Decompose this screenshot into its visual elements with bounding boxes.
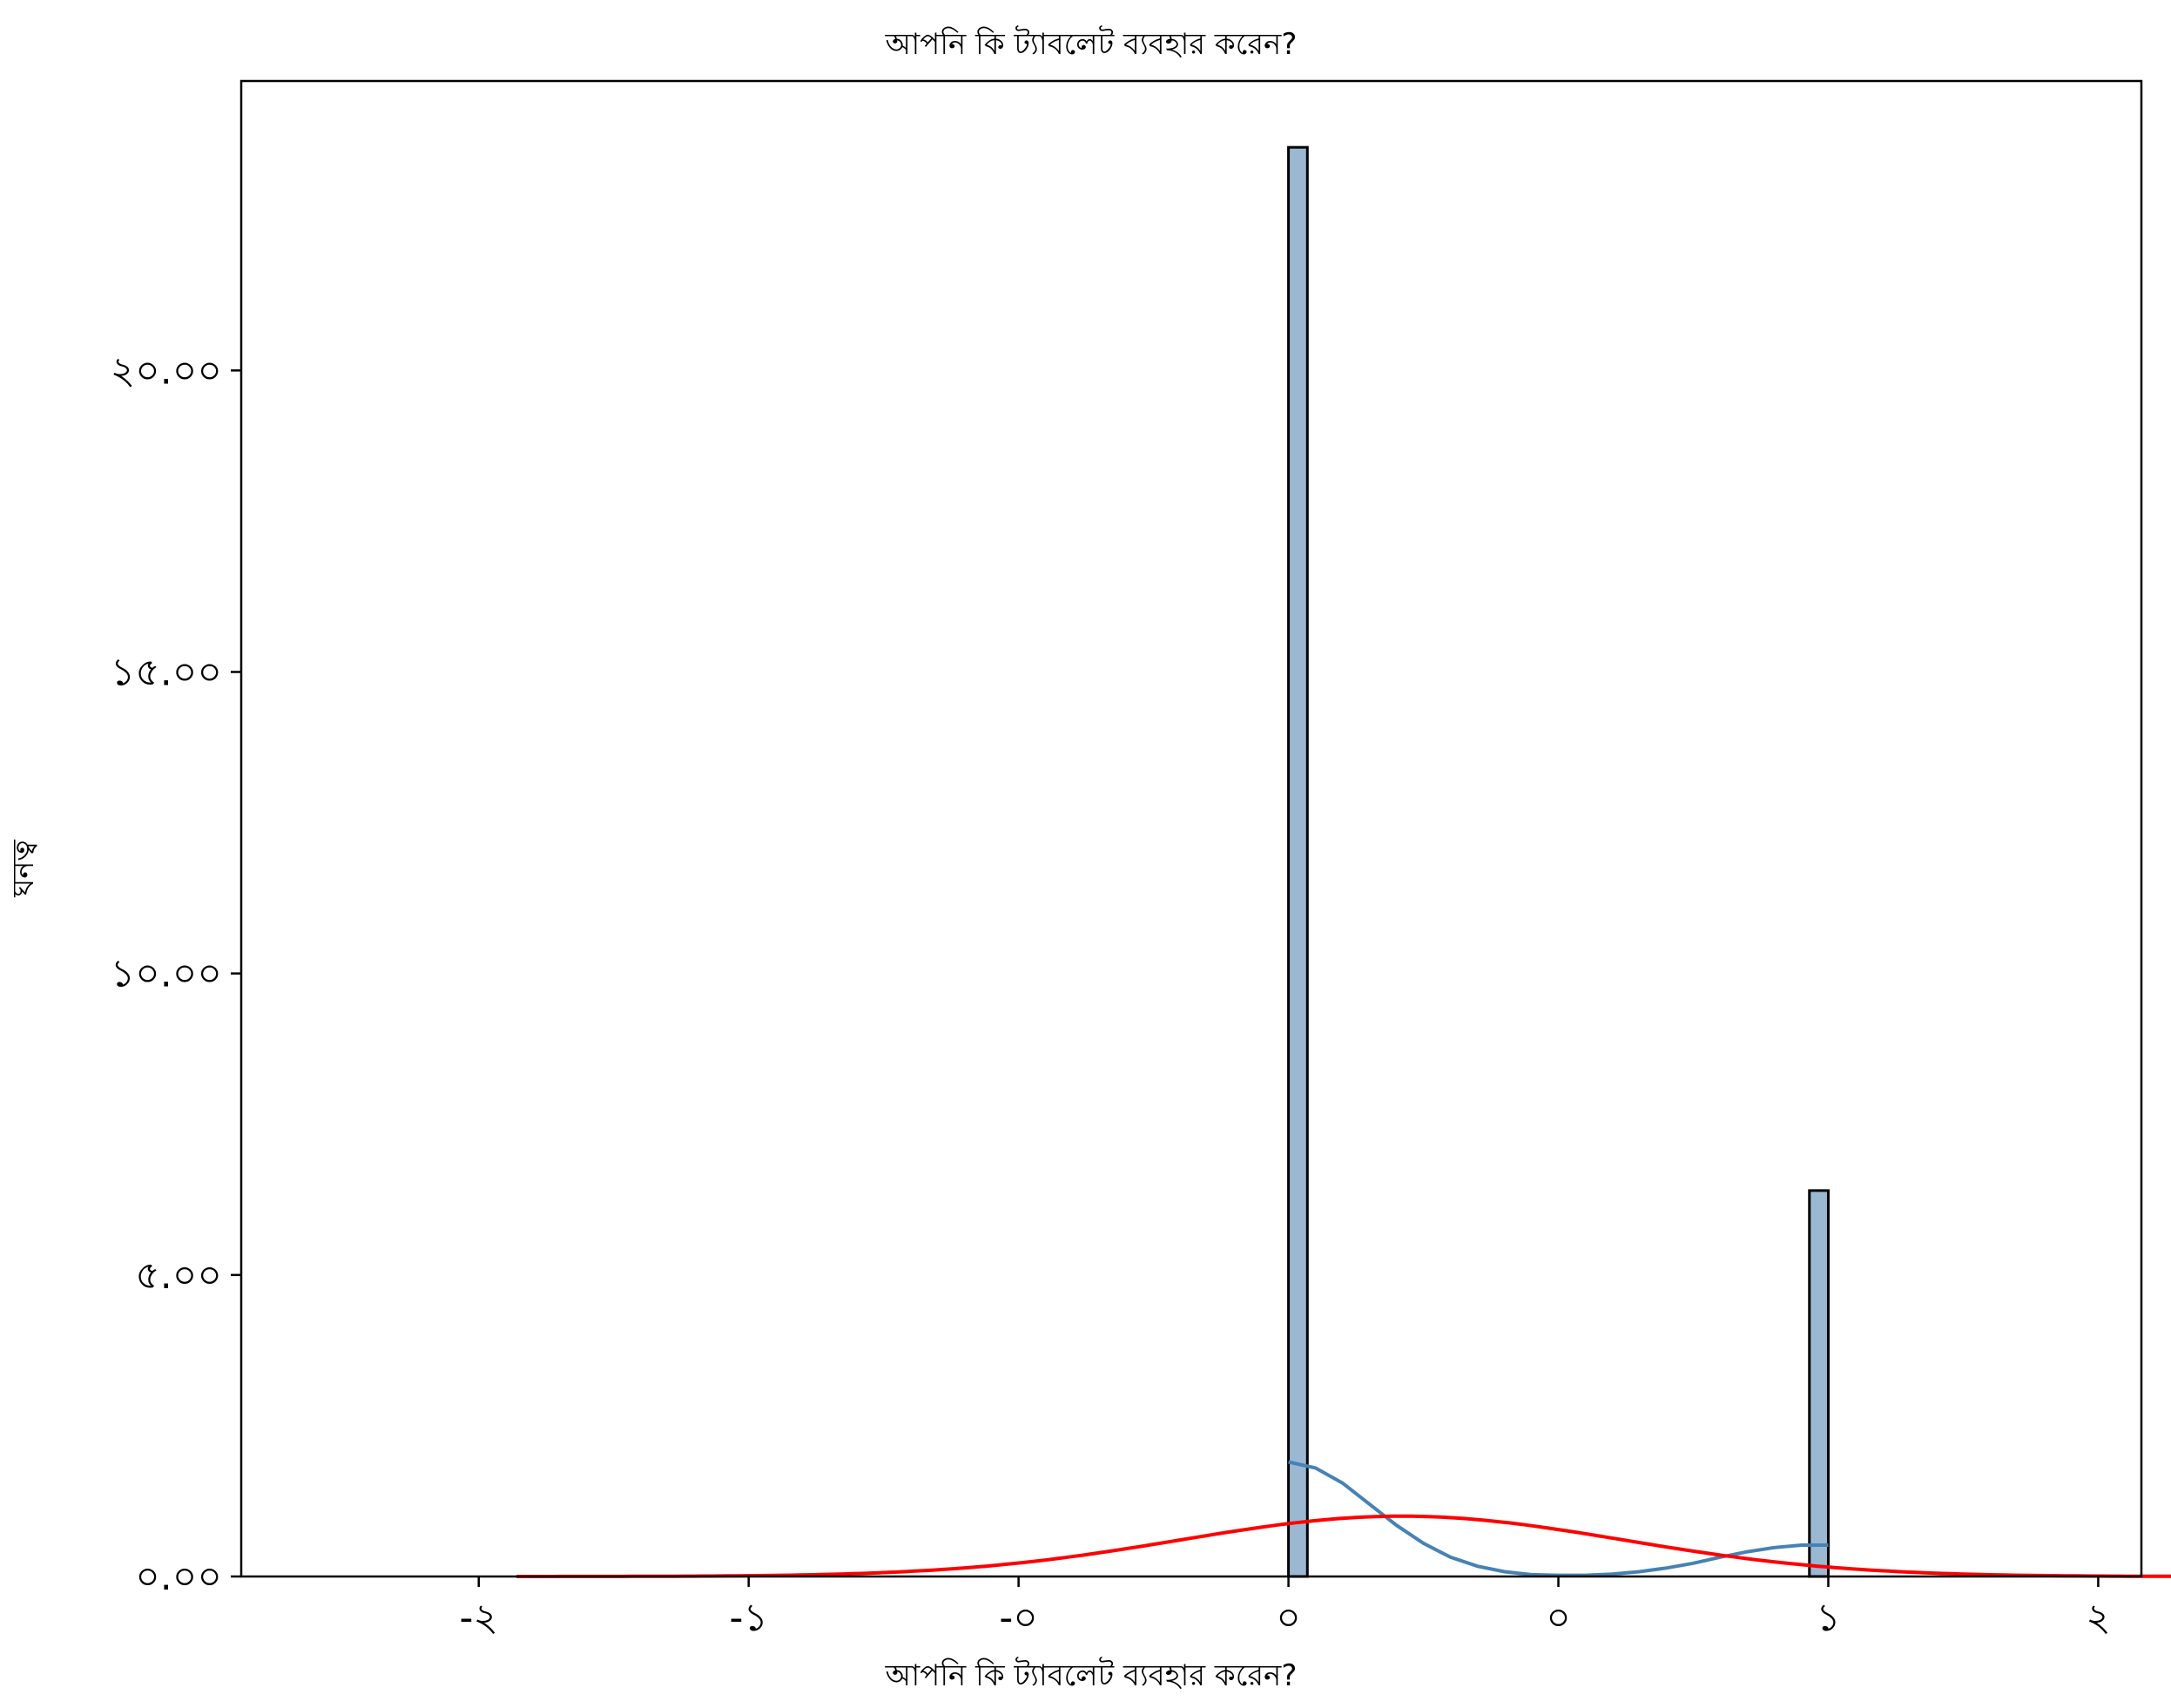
y-tick-label-1: ৫.০০ [135,1253,222,1298]
histogram-bar-1 [1808,1189,1830,1578]
x-tick-label-0: -২ [460,1596,499,1640]
y-tick-label-0: ০.০০ [135,1555,222,1599]
y-axis-label: ঘনত্ব [6,839,41,897]
x-tick-label-6: ২ [2086,1596,2111,1640]
x-tick-label-1: -১ [729,1596,767,1640]
kde-curve [1288,1460,1829,1577]
plot-frame [239,79,2143,1578]
x-tick-label-5: ১ [1816,1596,1841,1640]
histogram-bar-0 [1287,145,1309,1578]
y-tick-label-3: ১৫.০০ [111,650,222,694]
y-tick-label-2: ১০.০০ [111,952,222,996]
x-axis-label: আপনি কি ট্যাবলেট ব্যবহার করেন? [885,1657,1298,1693]
normal-distribution-curve [516,1514,2171,1578]
x-tick-label-3: ০ [1276,1596,1301,1640]
chart-title: আপনি কি ট্যাবলেট ব্যবহার করেন? [885,25,1298,62]
x-tick-label-2: -০ [999,1596,1038,1640]
y-tick-label-4: ২০.০০ [111,348,222,393]
x-tick-label-4: ০ [1546,1596,1571,1640]
